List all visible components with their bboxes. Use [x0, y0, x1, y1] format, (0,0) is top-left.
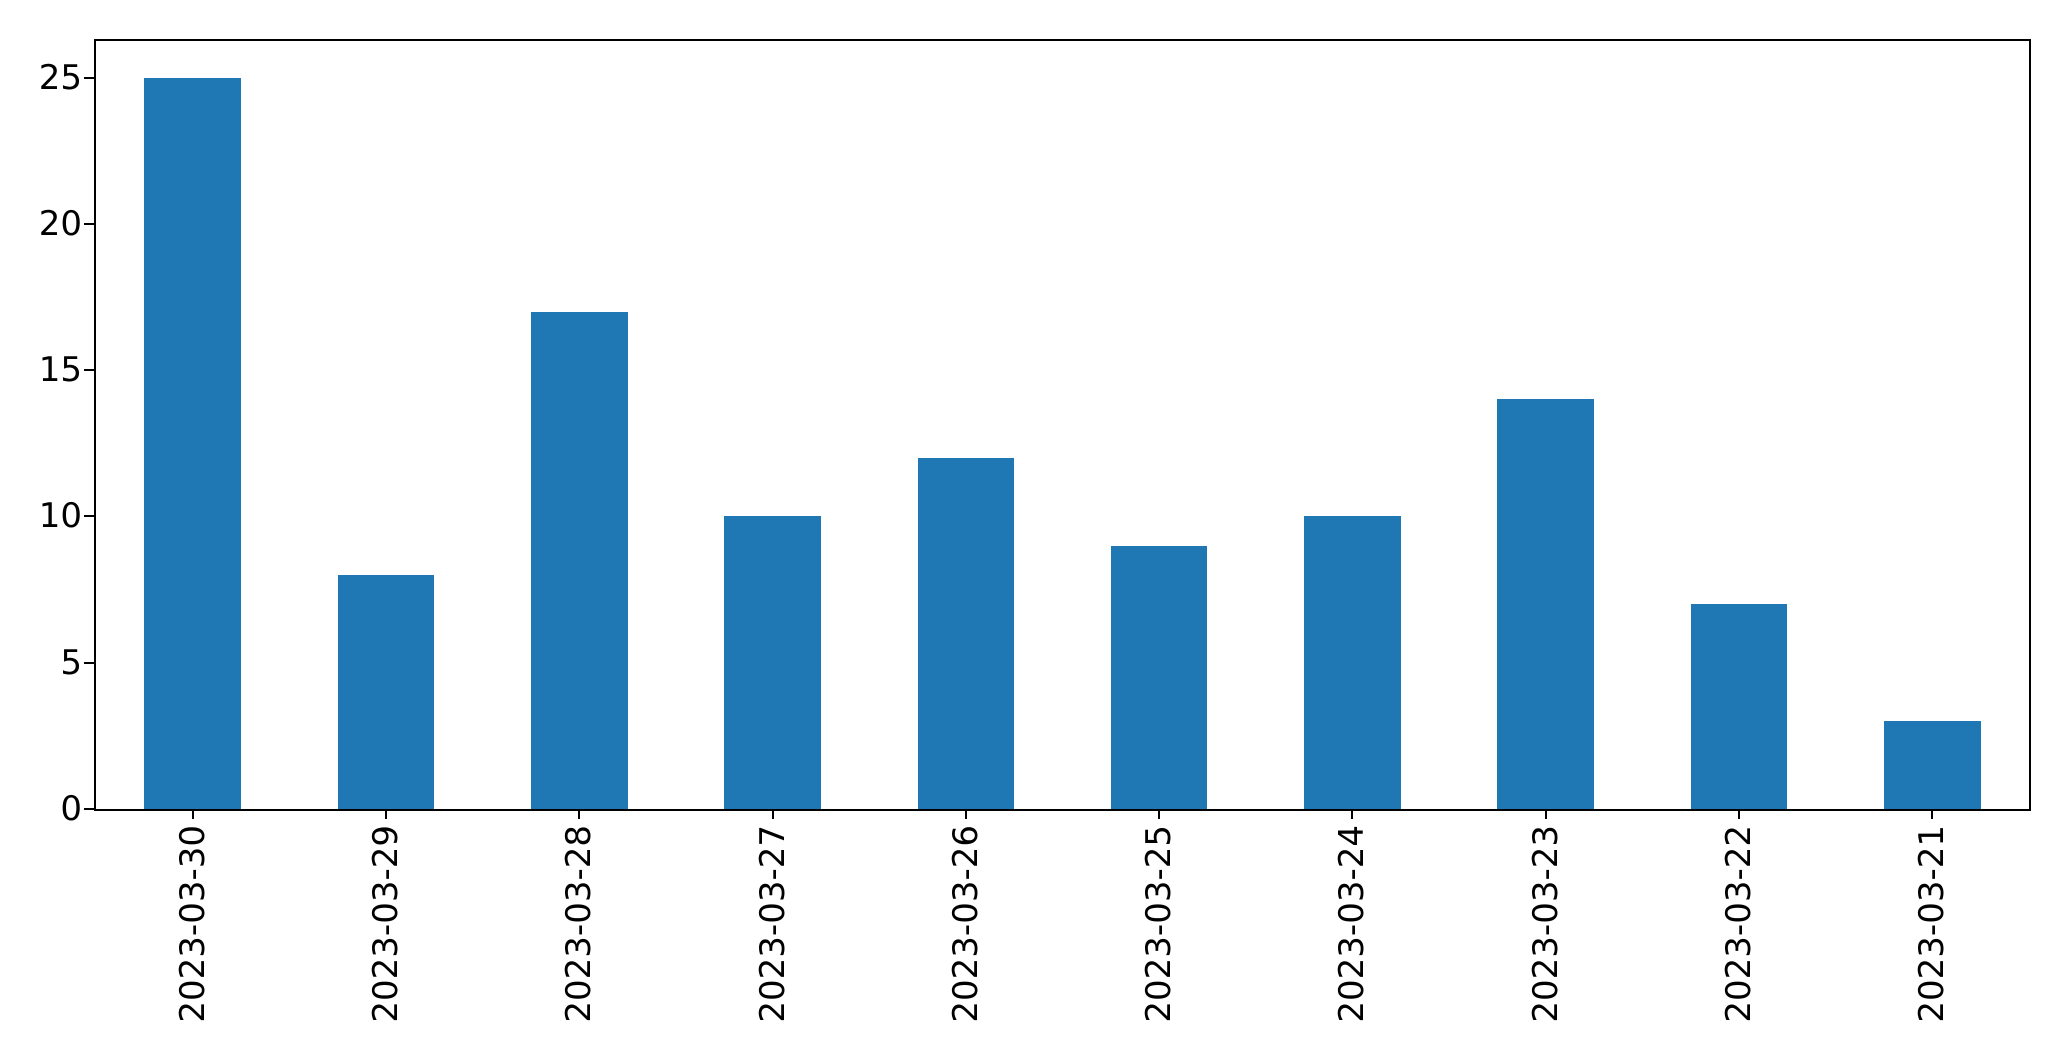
x-tick-mark — [1544, 809, 1547, 819]
x-tick-label: 2023-03-27 — [752, 825, 793, 1023]
x-tick-label: 2023-03-30 — [172, 825, 213, 1023]
bar — [1690, 604, 1788, 809]
y-tick-label: 10 — [38, 496, 82, 537]
x-tick-label: 2023-03-24 — [1332, 825, 1373, 1023]
x-tick-mark — [1931, 809, 1934, 819]
x-tick-label: 2023-03-22 — [1719, 825, 1760, 1023]
bar — [1884, 721, 1981, 809]
x-tick-mark — [384, 809, 387, 819]
x-tick-mark — [771, 809, 774, 819]
bar — [1304, 516, 1401, 809]
bar — [724, 516, 821, 809]
x-tick-label: 2023-03-26 — [945, 825, 986, 1023]
x-tick-label: 2023-03-21 — [1912, 825, 1953, 1023]
bar — [917, 457, 1015, 809]
bar — [1110, 545, 1208, 809]
y-tick-label: 25 — [38, 57, 82, 98]
y-tick-mark — [84, 808, 94, 810]
y-tick-mark — [84, 222, 94, 225]
y-tick-label: 5 — [60, 642, 82, 683]
y-tick-mark — [84, 369, 94, 372]
x-tick-mark — [1738, 809, 1741, 819]
plot-area: 2023-03-30 2023-03-29 2023-03-28 2023-03-27… — [39, 39, 2031, 1023]
x-tick-mark — [191, 809, 194, 819]
y-tick-label: 0 — [60, 789, 82, 829]
bar — [1497, 399, 1595, 809]
x-tick-mark — [964, 809, 967, 819]
x-tick-label: 2023-03-29 — [365, 825, 406, 1023]
x-tick-mark — [578, 809, 581, 819]
x-tick-label: 2023-03-25 — [1139, 825, 1180, 1023]
x-tick-label: 2023-03-28 — [559, 825, 600, 1023]
bar — [337, 574, 435, 809]
y-tick-mark — [84, 76, 94, 79]
y-tick-label: 20 — [38, 203, 82, 244]
y-tick-label: 15 — [38, 350, 82, 391]
x-tick-mark — [1158, 809, 1161, 819]
y-tick-mark — [84, 515, 94, 518]
x-tick-mark — [1351, 809, 1354, 819]
x-tick-label: 2023-03-23 — [1525, 825, 1566, 1023]
bar — [144, 77, 241, 809]
bar — [530, 311, 628, 809]
y-tick-mark — [84, 661, 94, 664]
